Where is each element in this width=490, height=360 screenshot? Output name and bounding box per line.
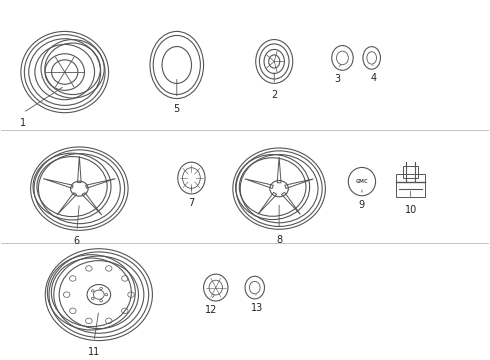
Text: 8: 8 bbox=[276, 235, 282, 244]
Text: 3: 3 bbox=[335, 74, 341, 84]
Text: 11: 11 bbox=[88, 347, 100, 357]
Text: 7: 7 bbox=[188, 198, 195, 208]
Text: 6: 6 bbox=[74, 237, 80, 246]
Text: 2: 2 bbox=[271, 90, 277, 100]
Text: 13: 13 bbox=[251, 303, 263, 313]
Text: 12: 12 bbox=[205, 305, 217, 315]
Text: 10: 10 bbox=[405, 204, 417, 215]
Text: GMC: GMC bbox=[356, 179, 368, 184]
Text: 1: 1 bbox=[20, 118, 26, 128]
Text: 5: 5 bbox=[173, 104, 180, 114]
Text: 9: 9 bbox=[359, 200, 365, 210]
Text: 4: 4 bbox=[371, 73, 377, 84]
